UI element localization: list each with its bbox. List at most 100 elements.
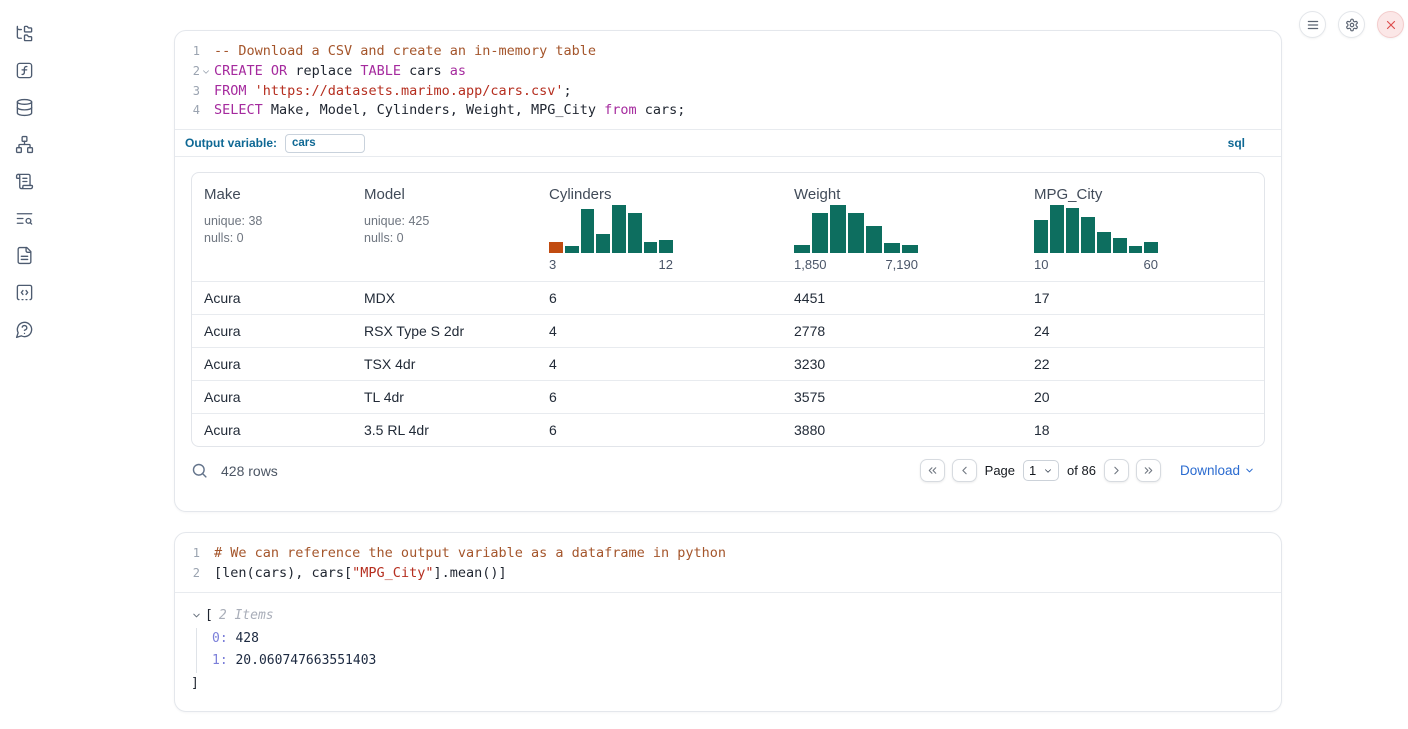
code-token: cars; — [636, 102, 686, 119]
code-snippets-icon[interactable] — [14, 282, 34, 302]
table-cell: 3575 — [794, 389, 826, 406]
code-line: 2 CREATE OR replace TABLE cars as — [175, 62, 1281, 82]
table-row: Acura TL 4dr 6 3575 20 — [192, 380, 1264, 413]
column-header-weight[interactable]: Weight 1,850 7,190 — [782, 173, 1022, 281]
code-token: FROM — [214, 82, 247, 99]
table-cell: Acura — [204, 356, 241, 373]
file-tree-icon[interactable] — [14, 23, 34, 43]
histogram-bar — [1112, 238, 1127, 254]
output-variable-label: Output variable: — [185, 136, 278, 151]
database-icon[interactable] — [14, 97, 34, 117]
summary-line: nulls: 0 — [364, 231, 404, 246]
pagination: Page 1 of 86 Download — [919, 459, 1255, 483]
settings-button[interactable] — [1338, 11, 1365, 38]
table-cell: TL 4dr — [364, 389, 404, 406]
chevron-left-icon — [961, 466, 967, 475]
item-index: 0: — [212, 630, 228, 646]
summary-line: unique: 425 — [364, 214, 430, 229]
axis-min-label: 3 — [549, 257, 557, 273]
scroll-logs-icon[interactable] — [14, 171, 34, 191]
collapse-chevron-icon[interactable] — [191, 610, 202, 621]
histogram-bar — [1081, 217, 1095, 254]
python-cell: 1 # We can reference the output variable … — [174, 532, 1282, 712]
output-variable-input[interactable] — [285, 133, 366, 153]
code-token: "MPG_City" — [352, 564, 434, 581]
histogram-bar — [848, 213, 864, 254]
code-token: # We can reference the output variable a… — [214, 545, 727, 561]
function-square-icon[interactable] — [14, 60, 34, 80]
code-token — [263, 63, 271, 79]
code-text: # We can reference the output variable a… — [211, 544, 726, 564]
first-page-button[interactable] — [919, 459, 945, 483]
axis-min-label: 1,850 — [794, 257, 827, 273]
dependency-graph-icon[interactable] — [14, 134, 34, 154]
row-count: 428 rows — [221, 462, 278, 479]
sql-code-editor[interactable]: 1 -- Download a CSV and create an in-memo… — [175, 31, 1281, 129]
table-cell: 20 — [1034, 389, 1050, 406]
python-code-editor[interactable]: 1 # We can reference the output variable … — [175, 533, 1281, 592]
table-body: Acura MDX 6 4451 17 Acura RSX Type S 2dr 4 2778 2… — [192, 281, 1264, 446]
column-title: Model — [364, 186, 405, 204]
file-text-icon[interactable] — [14, 245, 34, 265]
histogram-bar — [549, 242, 563, 254]
column-header-make[interactable]: Make unique: 38 nulls: 0 — [192, 173, 352, 281]
prev-page-button[interactable] — [951, 459, 977, 483]
column-header-cylinders[interactable]: Cylinders 3 12 — [537, 173, 782, 281]
last-page-button[interactable] — [1135, 459, 1161, 483]
table-row: Acura 3.5 RL 4dr 6 3880 18 — [192, 413, 1264, 446]
histogram-bar — [884, 243, 900, 254]
item-value: 428 — [227, 630, 259, 646]
table-cell: Acura — [204, 290, 241, 307]
histogram-bar — [902, 245, 918, 254]
chevron-down-icon — [1246, 468, 1253, 473]
item-index: 1: — [212, 653, 228, 669]
line-number-text: 1 — [192, 546, 200, 560]
line-number-text: 4 — [192, 103, 200, 118]
shutdown-button[interactable] — [1377, 11, 1404, 38]
column-histogram: 3 12 — [549, 203, 770, 272]
histogram-bar — [643, 242, 658, 254]
histogram-bar — [812, 213, 828, 254]
histogram-bar — [1128, 246, 1143, 254]
table-cell: 2778 — [794, 323, 826, 340]
sql-cell: 1 -- Download a CSV and create an in-memo… — [174, 30, 1282, 512]
table-cell: 3880 — [794, 422, 826, 439]
close-icon — [1386, 20, 1395, 29]
python-output: [ 2 Items 0: 428 1: 20.060747663551403 ] — [175, 591, 1281, 706]
code-token: Make, Model, Cylinders, Weight, MPG_City — [262, 102, 605, 119]
fold-chevron-icon[interactable] — [201, 67, 211, 77]
column-histogram: 1,850 7,190 — [794, 203, 1010, 272]
item-value: 20.060747663551403 — [227, 653, 377, 669]
table-cell: 6 — [549, 389, 557, 406]
code-line: 2 [len(cars), cars["MPG_City"].mean()] — [175, 564, 1281, 584]
search-icon[interactable] — [191, 462, 209, 480]
code-token: SELECT — [214, 102, 263, 119]
table-cell: Acura — [204, 422, 241, 439]
table-cell: Acura — [204, 323, 241, 340]
table-cell: 4 — [549, 323, 557, 340]
code-text: [len(cars), cars["MPG_City"].mean()] — [211, 564, 507, 584]
next-page-button[interactable] — [1103, 459, 1129, 483]
output-list-entries: 0: 428 1: 20.060747663551403 — [196, 627, 1265, 673]
histogram-bars — [1034, 203, 1158, 254]
histogram-bar — [794, 245, 810, 254]
code-token: ].mean()] — [433, 564, 507, 581]
help-bubble-icon[interactable] — [14, 319, 34, 339]
table-cell: 24 — [1034, 323, 1050, 340]
column-header-model[interactable]: Model unique: 425 nulls: 0 — [352, 173, 537, 281]
column-header-mpg_city[interactable]: MPG_City 10 60 — [1022, 173, 1264, 281]
text-search-icon[interactable] — [14, 208, 34, 228]
histogram-bar — [830, 205, 846, 254]
axis-max-label: 12 — [658, 257, 673, 273]
download-button[interactable]: Download — [1180, 463, 1255, 478]
menu-button[interactable] — [1299, 11, 1326, 38]
histogram-bars — [549, 203, 673, 254]
histogram-bar — [1049, 205, 1064, 254]
chevron-right-icon — [1114, 466, 1119, 475]
table-cell: 22 — [1034, 356, 1050, 373]
bracket-close: ] — [191, 675, 199, 691]
page-select[interactable]: 1 — [1023, 460, 1060, 482]
summary-line: nulls: 0 — [204, 231, 244, 246]
column-title: MPG_City — [1034, 186, 1103, 204]
code-text: FROM 'https://datasets.marimo.app/cars.c… — [211, 82, 572, 102]
